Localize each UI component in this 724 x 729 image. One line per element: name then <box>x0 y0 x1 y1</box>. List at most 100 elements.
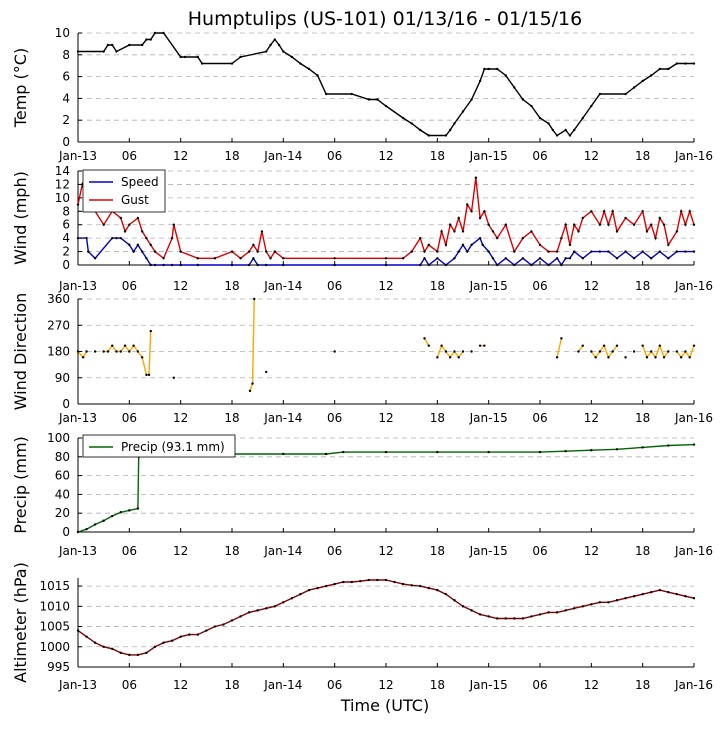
x-tick-label: 12 <box>584 544 599 558</box>
data-point <box>538 450 542 454</box>
y-tick-label: 1015 <box>39 579 70 593</box>
data-point <box>123 230 127 233</box>
data-point <box>560 337 563 340</box>
y-tick-label: 270 <box>47 318 70 332</box>
data-point <box>470 98 473 101</box>
data-point <box>650 74 653 77</box>
data-point <box>172 223 176 226</box>
data-point <box>675 62 679 65</box>
data-point <box>427 134 430 137</box>
data-point <box>282 257 285 260</box>
data-point <box>76 50 80 53</box>
data-point <box>461 243 465 247</box>
data-point <box>547 122 550 125</box>
data-point <box>564 223 567 226</box>
data-point <box>132 344 135 347</box>
data-point <box>179 250 182 253</box>
data-point <box>555 134 559 137</box>
data-point <box>324 584 328 588</box>
data-point <box>568 134 572 137</box>
data-point <box>504 257 507 260</box>
data-point <box>461 110 465 113</box>
data-point <box>481 243 484 247</box>
data-point <box>513 617 516 620</box>
data-point <box>444 263 448 267</box>
x-tick-label: Jan-13 <box>58 544 97 558</box>
y-tick-label: 40 <box>55 487 70 501</box>
data-point <box>688 210 691 213</box>
data-point <box>136 216 140 220</box>
data-point <box>282 263 285 267</box>
data-point <box>87 250 90 253</box>
data-point <box>106 350 110 353</box>
x-tick-label: 06 <box>327 149 342 163</box>
series-segment <box>646 351 652 358</box>
data-point <box>679 210 683 213</box>
data-point <box>123 344 127 347</box>
y-tick-label: 1005 <box>39 620 70 634</box>
data-point <box>102 50 105 53</box>
data-point <box>299 592 302 596</box>
data-point <box>384 257 388 260</box>
series-segment <box>650 351 657 358</box>
data-point <box>654 356 657 359</box>
data-point <box>615 257 619 260</box>
legend-label: Precip (93.1 mm) <box>121 440 225 454</box>
data-point <box>290 55 294 59</box>
data-point <box>162 641 165 644</box>
data-point <box>196 257 199 260</box>
data-point <box>145 38 148 41</box>
x-tick-label: 12 <box>378 544 393 558</box>
data-point <box>119 236 122 240</box>
data-point <box>581 216 584 220</box>
series-segment <box>133 345 139 352</box>
x-tick-label: 18 <box>224 544 239 558</box>
data-point <box>183 55 187 59</box>
series-segment <box>458 351 464 358</box>
series-segment <box>107 345 113 352</box>
data-point <box>196 633 199 636</box>
data-point <box>564 609 567 612</box>
data-point <box>560 263 563 267</box>
data-point <box>641 592 644 596</box>
data-point <box>401 582 405 586</box>
y-tick-label: 10 <box>55 26 70 40</box>
legend: Speed Gust <box>82 169 166 213</box>
data-point <box>76 350 80 353</box>
data-point <box>132 250 135 253</box>
data-point <box>115 50 118 53</box>
data-point <box>333 350 336 353</box>
series-line-precip-93-1-mm- <box>77 443 695 533</box>
data-point <box>93 523 97 526</box>
data-point <box>419 263 422 267</box>
data-point <box>102 350 105 353</box>
y-tick-label: 6 <box>62 70 70 84</box>
data-point <box>675 592 679 596</box>
data-point <box>247 263 251 267</box>
y-tick-label: 1000 <box>39 640 70 654</box>
data-point <box>436 257 439 260</box>
data-point <box>496 236 499 240</box>
data-point <box>76 629 80 632</box>
data-point <box>205 629 208 632</box>
x-tick-label: 12 <box>173 279 188 293</box>
series-segment <box>680 351 687 358</box>
x-axis-label: Time (UTC) <box>340 696 429 715</box>
series-line-speed <box>78 236 694 267</box>
data-point <box>153 645 157 648</box>
x-tick-label: Jan-16 <box>674 544 713 558</box>
data-point <box>667 590 670 594</box>
y-axis-label: Wind Direction <box>11 293 30 411</box>
data-point <box>615 599 619 602</box>
data-point <box>483 210 486 213</box>
data-point <box>136 350 140 353</box>
x-tick-label: 18 <box>430 544 445 558</box>
x-tick-label: 06 <box>122 411 137 425</box>
data-point <box>453 350 456 353</box>
data-point <box>504 223 507 226</box>
series-segment <box>663 351 669 358</box>
series-segment <box>603 345 610 358</box>
data-point <box>684 62 687 65</box>
data-point <box>577 350 580 353</box>
data-point <box>594 356 597 359</box>
